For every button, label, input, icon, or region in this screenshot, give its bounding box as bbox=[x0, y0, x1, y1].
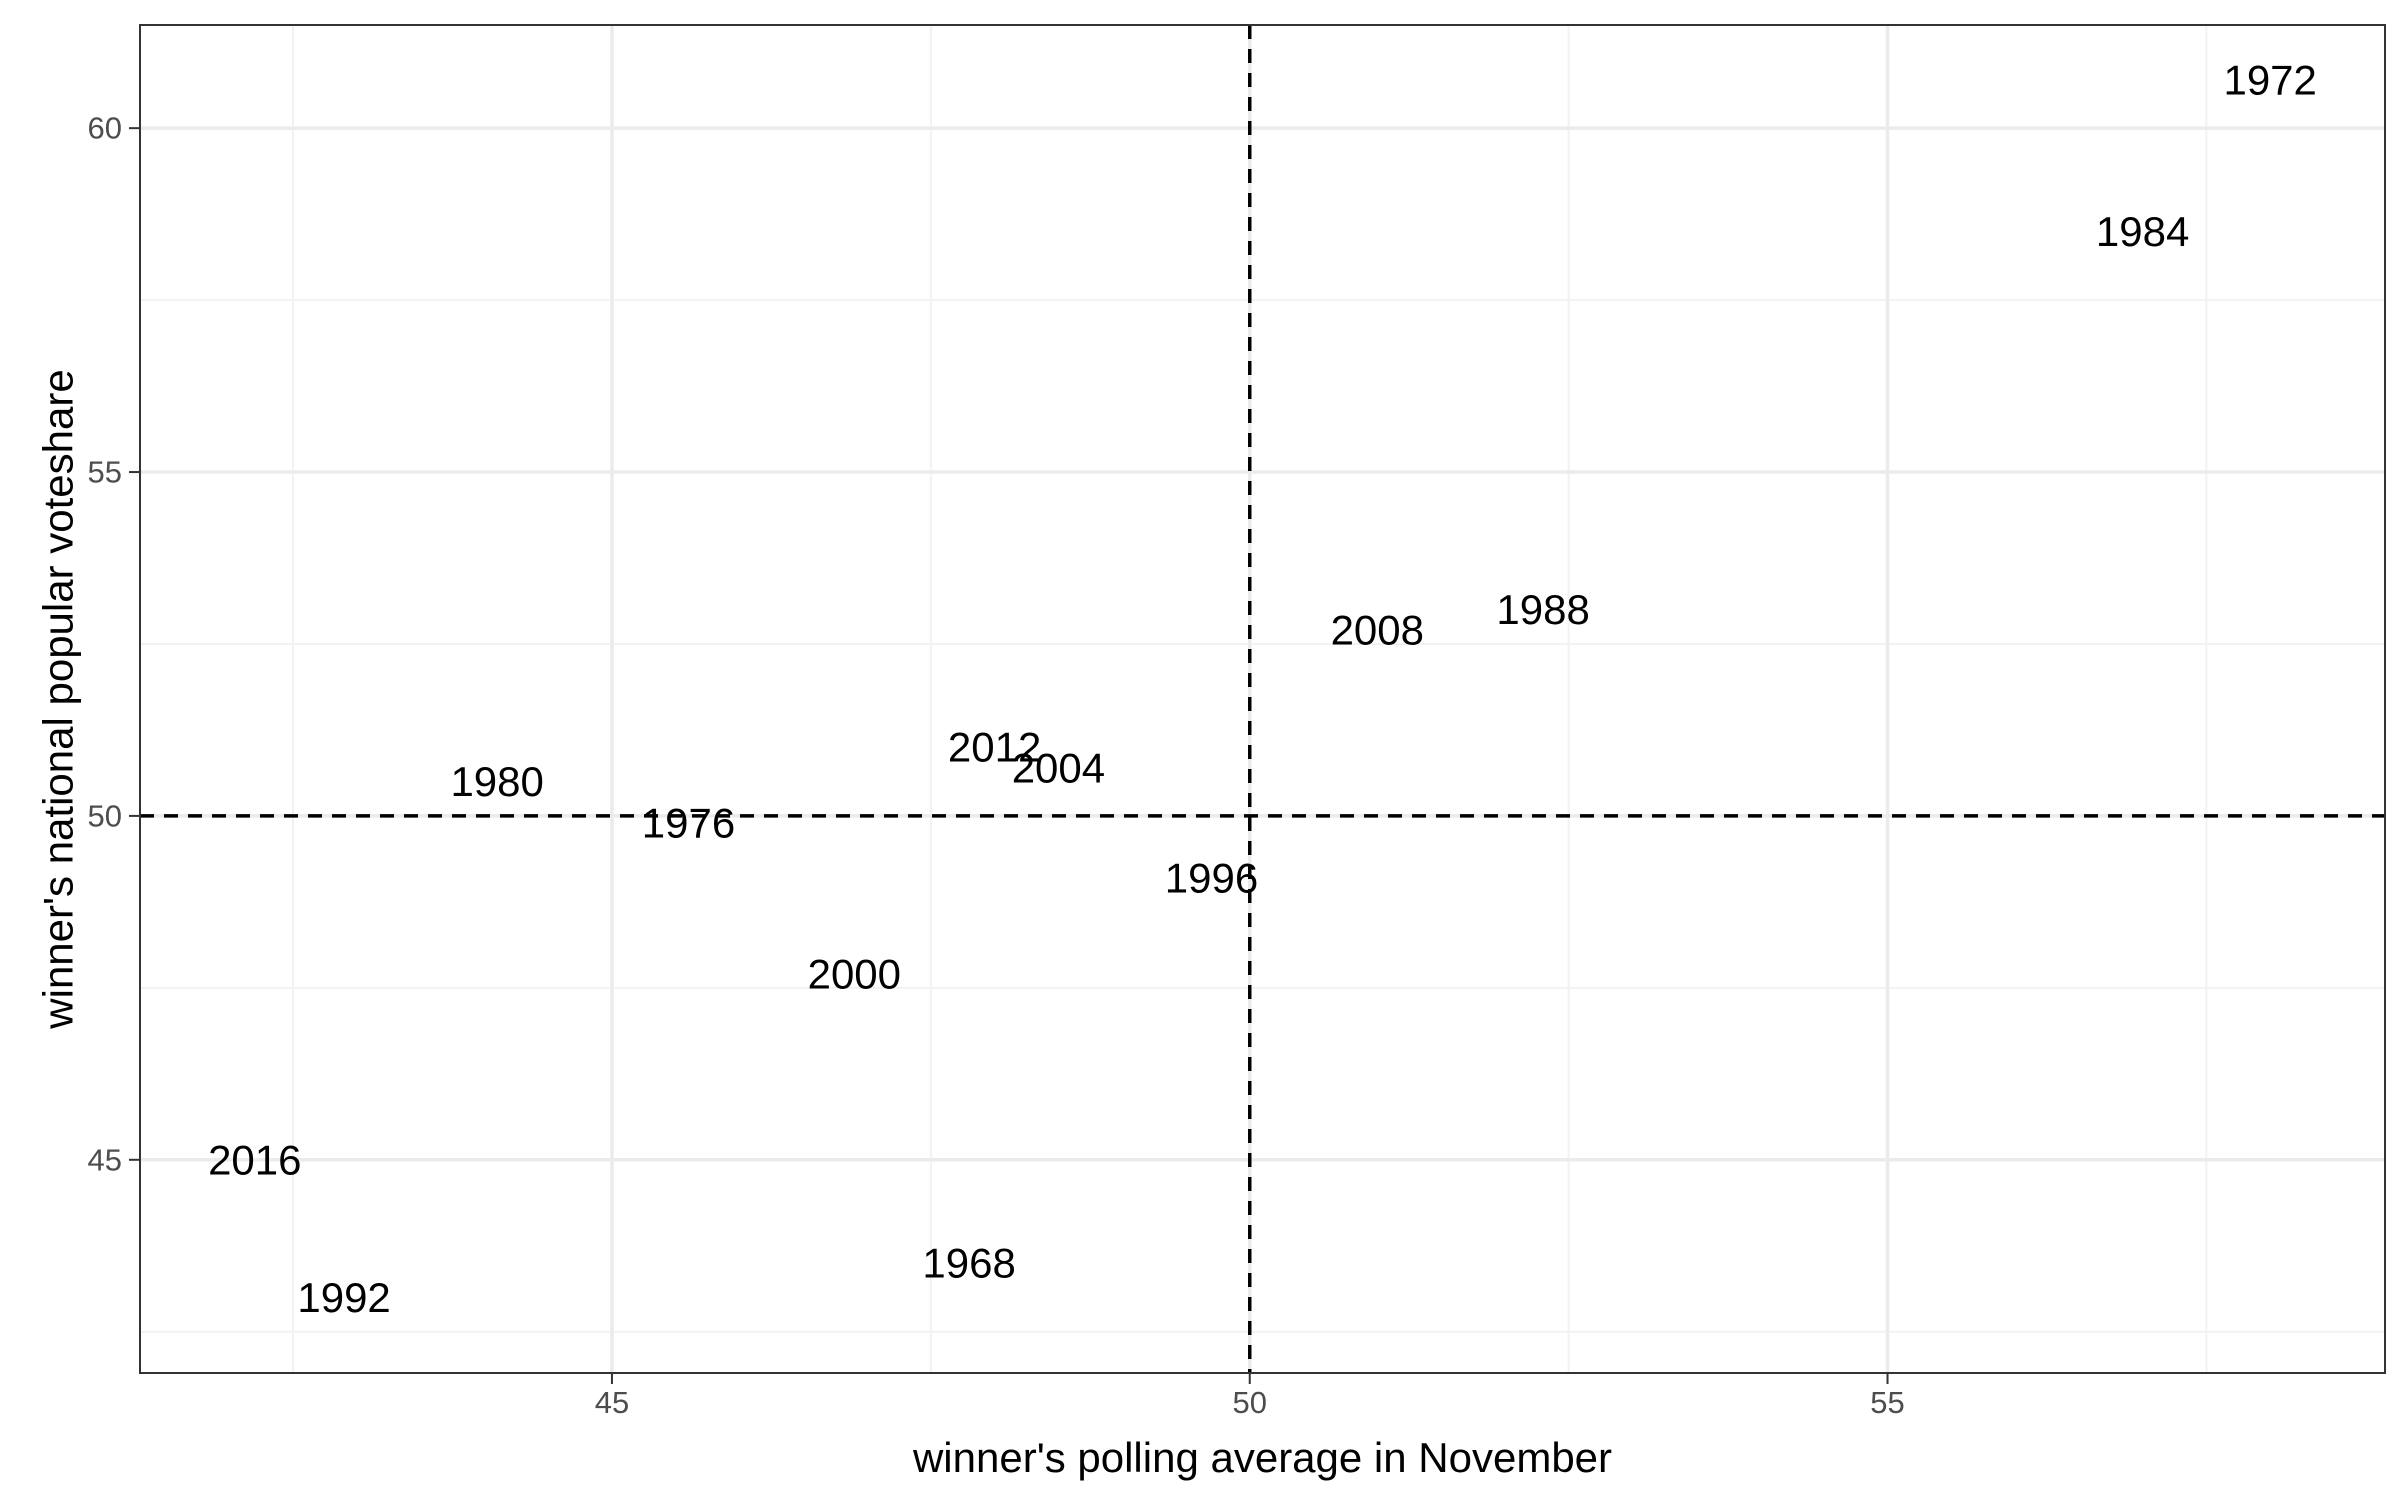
y-axis-title: winner's national popular voteshare bbox=[35, 369, 82, 1029]
y-tick-label: 55 bbox=[88, 455, 122, 490]
point-label-2012: 2012 bbox=[948, 724, 1041, 771]
x-tick-label: 45 bbox=[595, 1385, 629, 1420]
point-label-1984: 1984 bbox=[2096, 208, 2189, 255]
reference-lines bbox=[140, 25, 2385, 1373]
panel-border bbox=[139, 24, 2386, 1374]
point-label-1988: 1988 bbox=[1496, 586, 1589, 633]
point-label-2016: 2016 bbox=[208, 1136, 301, 1183]
point-label-1976: 1976 bbox=[642, 799, 735, 846]
y-axis: 45 50 55 60 bbox=[88, 111, 140, 1177]
point-label-2000: 2000 bbox=[808, 951, 901, 998]
x-axis: 45 50 55 bbox=[595, 1373, 1905, 1420]
plot-panel-background bbox=[140, 25, 2385, 1373]
point-label-1968: 1968 bbox=[922, 1239, 1015, 1286]
major-gridlines bbox=[140, 25, 2385, 1373]
x-tick-label: 50 bbox=[1233, 1385, 1267, 1420]
plot-panel-border bbox=[139, 24, 2386, 1374]
y-tick-label: 60 bbox=[88, 111, 122, 146]
point-label-1996: 1996 bbox=[1165, 854, 1258, 901]
point-label-1980: 1980 bbox=[450, 758, 543, 805]
y-tick-label: 50 bbox=[88, 798, 122, 833]
plot-panel bbox=[140, 25, 2385, 1373]
point-label-1972: 1972 bbox=[2223, 57, 2316, 104]
point-label-2008: 2008 bbox=[1331, 607, 1424, 654]
x-axis-title: winner's polling average in November bbox=[912, 1434, 1612, 1481]
x-tick-label: 55 bbox=[1870, 1385, 1904, 1420]
minor-gridlines bbox=[140, 25, 2385, 1373]
y-tick-label: 45 bbox=[88, 1142, 122, 1177]
point-label-1992: 1992 bbox=[297, 1274, 390, 1321]
point-label-2004: 2004 bbox=[1012, 744, 1105, 791]
